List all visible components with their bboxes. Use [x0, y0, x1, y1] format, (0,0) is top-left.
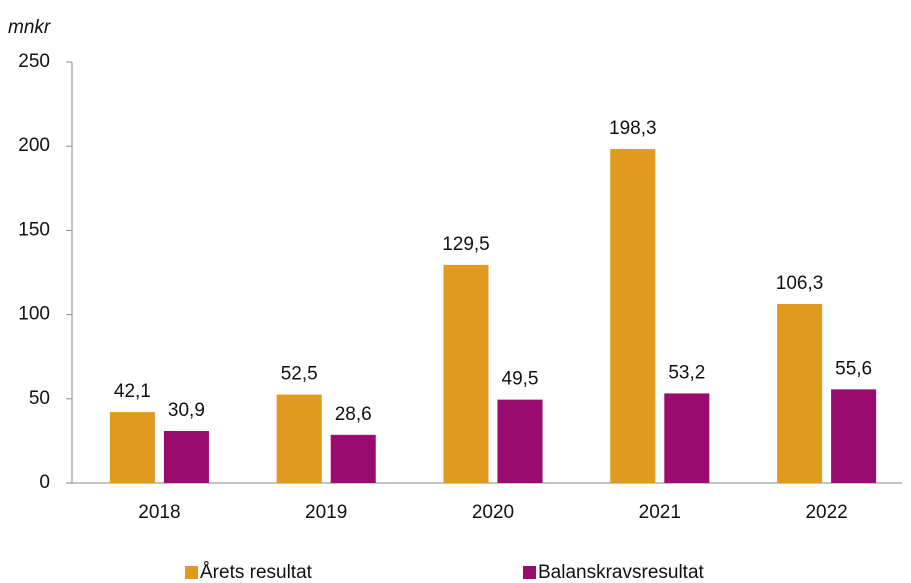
x-tick-label: 2019 — [305, 502, 347, 523]
bar — [276, 394, 322, 483]
x-tick-label: 2018 — [138, 502, 180, 523]
data-label: 49,5 — [502, 369, 539, 390]
data-label: 42,1 — [114, 381, 151, 402]
legend-swatch — [185, 566, 198, 579]
bar — [163, 430, 209, 483]
data-label: 55,6 — [835, 358, 872, 379]
bar — [777, 303, 823, 483]
legend-label: Årets resultat — [200, 562, 313, 583]
data-label: 129,5 — [442, 234, 490, 255]
data-label: 106,3 — [776, 273, 824, 294]
bar — [109, 412, 155, 483]
bar — [610, 149, 656, 483]
bar — [443, 264, 489, 483]
bar — [831, 389, 877, 483]
y-tick-label: 250 — [18, 51, 50, 72]
data-label: 30,9 — [168, 400, 205, 421]
bar — [330, 434, 376, 483]
y-tick-label: 50 — [29, 388, 50, 409]
x-tick-label: 2020 — [472, 502, 514, 523]
data-label: 198,3 — [609, 118, 657, 139]
y-tick-label: 150 — [18, 219, 50, 240]
y-axis-unit: mnkr — [8, 17, 51, 38]
data-label: 53,2 — [668, 362, 705, 383]
bar — [497, 399, 543, 483]
x-tick-label: 2021 — [639, 502, 681, 523]
y-tick-label: 0 — [39, 472, 50, 493]
y-tick-label: 200 — [18, 135, 50, 156]
data-label: 52,5 — [281, 364, 318, 385]
legend-label: Balanskravsresultat — [538, 562, 705, 583]
x-tick-label: 2022 — [805, 502, 847, 523]
bar — [664, 393, 710, 483]
data-label: 28,6 — [335, 404, 372, 425]
legend-swatch — [523, 566, 536, 579]
y-tick-label: 100 — [18, 304, 50, 325]
